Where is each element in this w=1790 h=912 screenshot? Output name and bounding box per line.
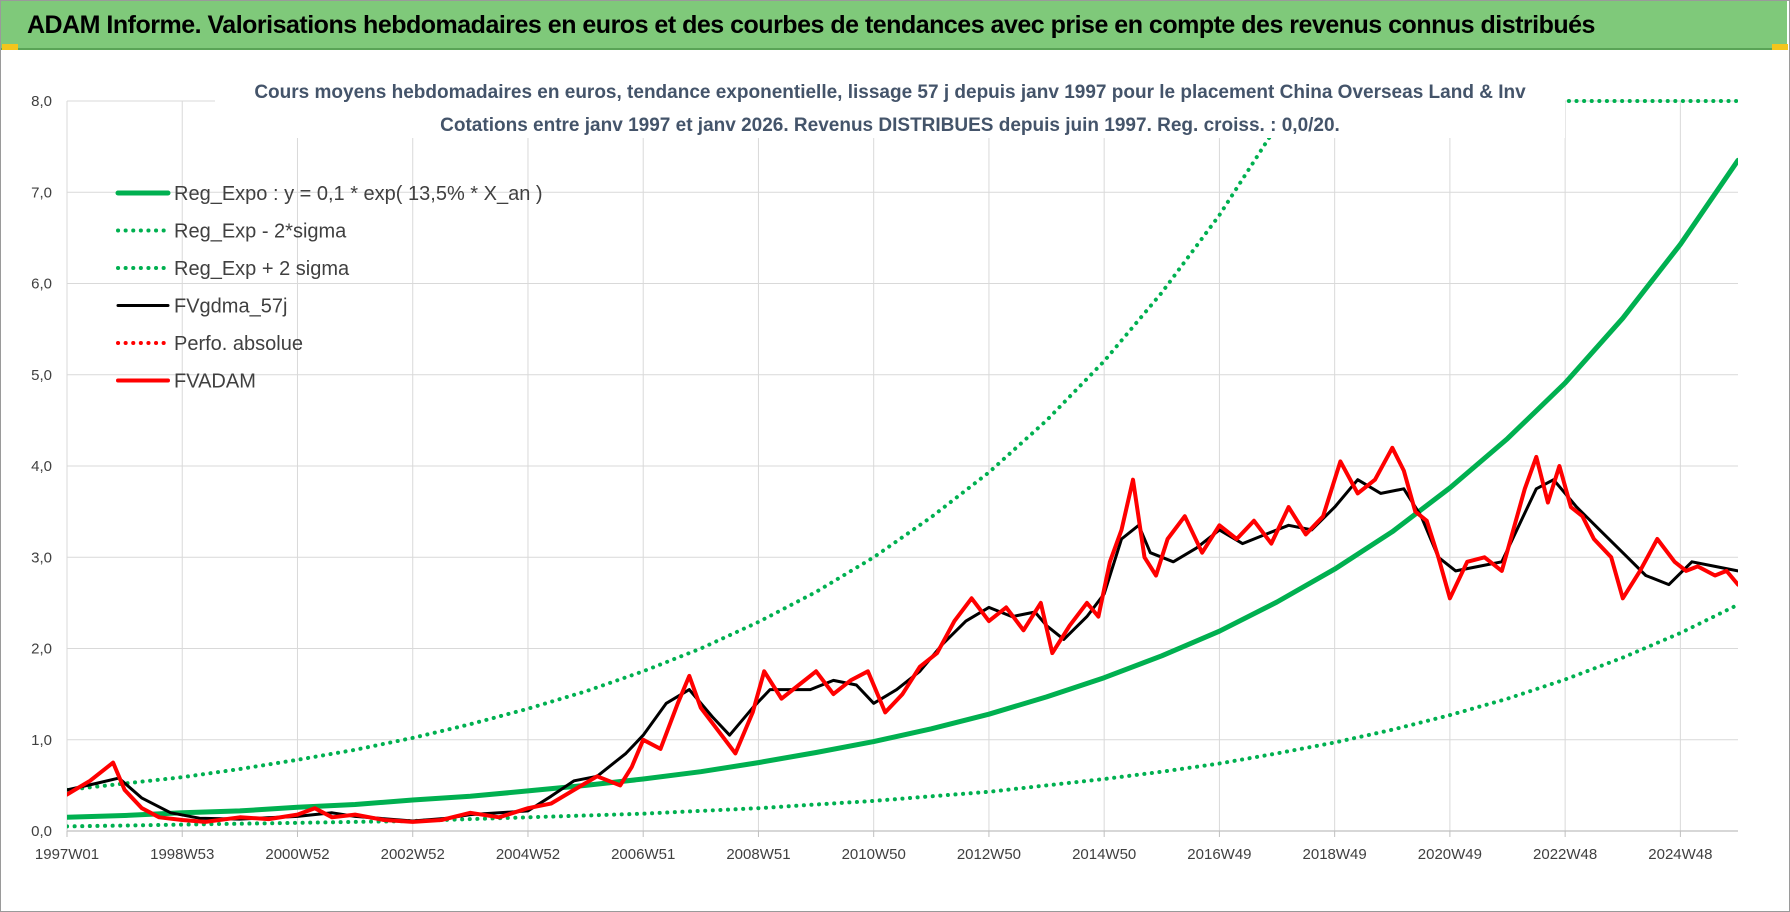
y-tick-label: 6,0 xyxy=(31,276,52,293)
x-axis-ticks: 1997W01 1998W53 2000W52 2002W52 2004W52 2006W… xyxy=(35,831,1712,863)
y-tick-label: 5,0 xyxy=(31,367,52,384)
legend-entry: Reg_Exp - 2*sigma xyxy=(174,221,347,243)
legend-entry: FVADAM xyxy=(174,371,256,393)
report-banner: ADAM Informe. Valorisations hebdomadaire… xyxy=(1,1,1787,50)
y-tick-label: 0,0 xyxy=(31,823,52,840)
x-tick-label: 2020W49 xyxy=(1418,846,1482,863)
x-tick-label: 1998W53 xyxy=(150,846,214,863)
legend-entry: FVgdma_57j xyxy=(174,296,287,318)
series-line-fvadam xyxy=(67,445,1738,824)
y-tick-label: 2,0 xyxy=(31,641,52,658)
legend-entry: Reg_Expo : y = 0,1 * exp( 13,5% * X_an ) xyxy=(174,183,543,205)
x-tick-label: 2004W52 xyxy=(496,846,560,863)
series-line-reg-exp-2-sigma xyxy=(67,99,1738,792)
x-tick-label: 2022W48 xyxy=(1533,846,1597,863)
x-tick-label: 2018W49 xyxy=(1303,846,1367,863)
legend-entry: Perfo. absolue xyxy=(174,333,303,355)
series-group xyxy=(67,99,1738,829)
x-tick-label: 2000W52 xyxy=(265,846,329,863)
y-tick-label: 1,0 xyxy=(31,732,52,749)
y-tick-label: 3,0 xyxy=(31,549,52,566)
y-tick-label: 8,0 xyxy=(31,93,52,110)
legend-entry: Reg_Exp + 2 sigma xyxy=(174,258,350,280)
chart-title: Cours moyens hebdomadaires en euros, ten… xyxy=(254,82,1526,103)
x-tick-label: 2008W51 xyxy=(726,846,790,863)
legend: Reg_Expo : y = 0,1 * exp( 13,5% * X_an )… xyxy=(115,183,543,393)
y-axis-ticks: 0,0 1,0 2,0 3,0 4,0 5,0 6,0 7,0 8,0 xyxy=(31,93,52,840)
x-tick-label: 2010W50 xyxy=(842,846,906,863)
y-tick-label: 7,0 xyxy=(31,184,52,201)
series-line-fvgdma-57j xyxy=(67,478,1738,823)
x-tick-label: 2014W50 xyxy=(1072,846,1136,863)
chart-subtitle: Cotations entre janv 1997 et janv 2026. … xyxy=(440,115,1340,136)
x-tick-label: 2024W48 xyxy=(1648,846,1712,863)
x-tick-label: 1997W01 xyxy=(35,846,99,863)
x-tick-label: 2016W49 xyxy=(1187,846,1251,863)
x-tick-label: 2002W52 xyxy=(381,846,445,863)
x-tick-label: 2006W51 xyxy=(611,846,675,863)
corner-marker-right xyxy=(1772,44,1788,50)
series-line-reg-exp-2-sigma xyxy=(67,602,1738,829)
report-title: ADAM Informe. Valorisations hebdomadaire… xyxy=(27,11,1595,39)
title-background xyxy=(215,70,1565,138)
y-tick-label: 4,0 xyxy=(31,458,52,475)
corner-marker-left xyxy=(2,44,18,50)
series-line-reg-expo-y-0-1-exp-13-5-x-an xyxy=(67,157,1738,820)
grid xyxy=(66,100,1738,832)
x-tick-label: 2012W50 xyxy=(957,846,1021,863)
